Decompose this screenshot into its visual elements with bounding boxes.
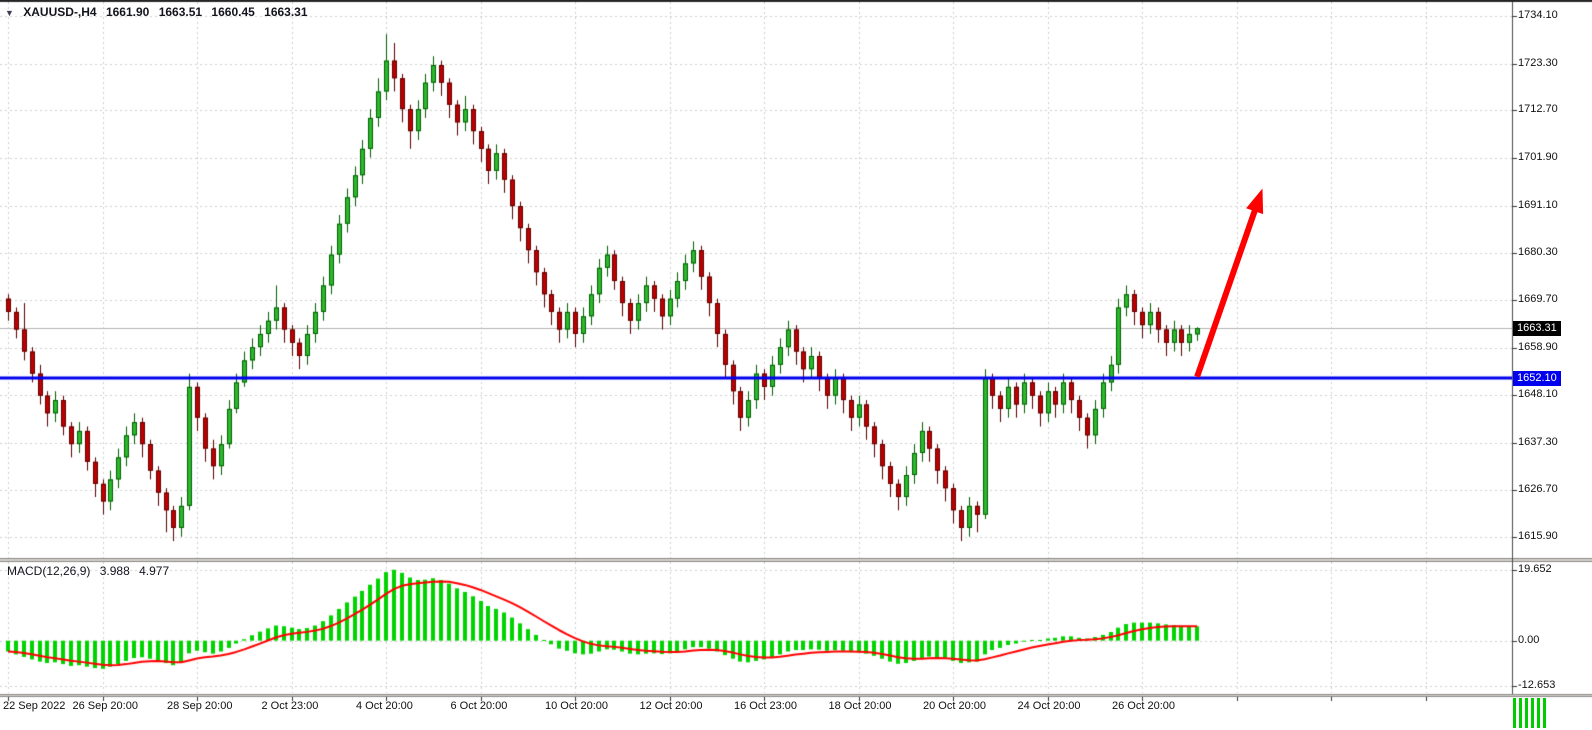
macd-tick-label: -12.653 bbox=[1518, 679, 1556, 692]
macd-indicator-label: MACD(12,26,9) 3.988 4.977 bbox=[7, 564, 175, 578]
date-tick-label: 4 Oct 20:00 bbox=[356, 700, 413, 712]
price-tick-label: 1680.30 bbox=[1518, 246, 1558, 259]
price-tick-label: 1648.10 bbox=[1518, 388, 1558, 401]
corner-green-stripes-decoration bbox=[1513, 698, 1547, 728]
price-tick-label: 1669.70 bbox=[1518, 292, 1558, 305]
price-tick-label: 1637.30 bbox=[1518, 435, 1558, 448]
symbol-timeframe-label: XAUUSD-,H4 bbox=[23, 5, 97, 19]
current-price-badge: 1663.31 bbox=[1513, 321, 1561, 337]
price-tick-label: 1712.70 bbox=[1518, 103, 1558, 116]
date-tick-label: 2 Oct 23:00 bbox=[261, 700, 319, 712]
date-tick-label: 20 Oct 20:00 bbox=[923, 700, 986, 712]
date-tick-label: 26 Sep 20:00 bbox=[72, 700, 138, 712]
date-tick-label: 10 Oct 20:00 bbox=[545, 700, 608, 712]
level-price-badge: 1652.10 bbox=[1513, 370, 1561, 386]
date-tick-label: 12 Oct 20:00 bbox=[639, 700, 703, 712]
macd-main-value: 3.988 bbox=[99, 564, 130, 578]
quote-header: ▼ XAUUSD-,H4 1661.90 1663.51 1660.45 166… bbox=[5, 5, 314, 19]
price-tick-label: 1701.90 bbox=[1518, 151, 1558, 164]
quote-close: 1663.31 bbox=[264, 5, 308, 19]
price-tick-label: 1626.70 bbox=[1518, 482, 1558, 495]
quote-low: 1660.45 bbox=[211, 5, 255, 19]
date-tick-label: 16 Oct 23:00 bbox=[734, 700, 797, 712]
quote-high: 1663.51 bbox=[158, 5, 203, 19]
price-tick-label: 1723.30 bbox=[1518, 56, 1558, 69]
date-tick-label: 26 Oct 20:00 bbox=[1112, 700, 1175, 712]
symbol-dropdown-icon[interactable]: ▼ bbox=[5, 8, 14, 18]
price-tick-label: 1691.10 bbox=[1518, 198, 1558, 211]
price-tick-label: 1734.10 bbox=[1518, 9, 1558, 22]
price-tick-label: 1658.90 bbox=[1518, 340, 1558, 353]
date-tick-label: 24 Oct 20:00 bbox=[1017, 700, 1081, 712]
date-tick-label: 6 Oct 20:00 bbox=[450, 700, 508, 712]
macd-tick-label: 19.652 bbox=[1518, 562, 1552, 575]
price-tick-label: 1615.90 bbox=[1518, 530, 1558, 543]
date-tick-label: 22 Sep 2022 bbox=[3, 700, 66, 712]
quote-open: 1661.90 bbox=[105, 5, 150, 19]
date-tick-label: 18 Oct 20:00 bbox=[828, 700, 892, 712]
macd-signal-value: 4.977 bbox=[139, 564, 170, 578]
macd-name: MACD(12,26,9) bbox=[7, 564, 91, 578]
date-tick-label: 28 Sep 20:00 bbox=[167, 700, 233, 712]
macd-tick-label: 0.00 bbox=[1518, 633, 1540, 646]
